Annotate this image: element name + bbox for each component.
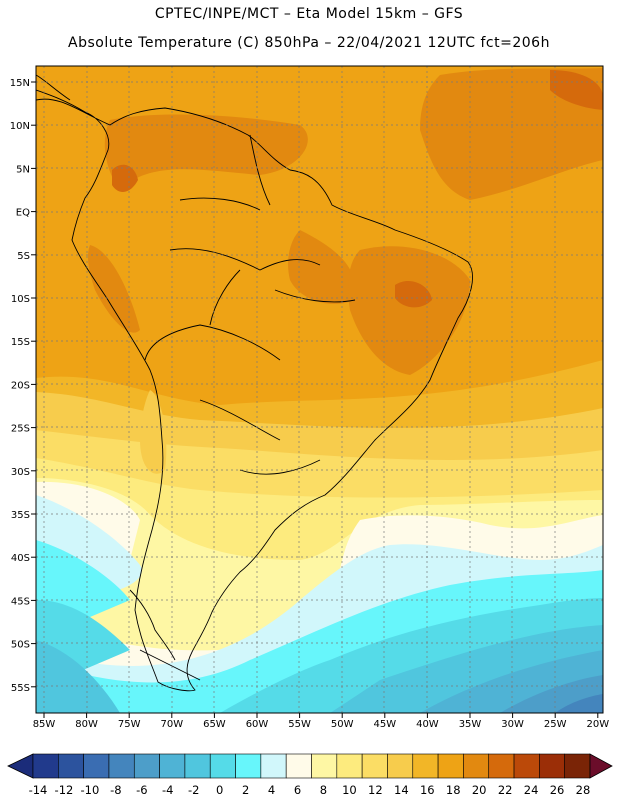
field-warm-east [348,246,470,375]
field-hot-bahia [395,280,432,308]
colorbar-segment [209,753,236,779]
colorbar-label: 24 [524,783,539,797]
colorbar-segment [361,753,388,779]
lon-label: 45W [373,719,396,730]
lat-label: 30S [11,467,30,478]
map-frame [35,65,604,714]
colorbar-segment [387,753,414,779]
colorbar-segment [58,753,84,779]
colorbar-label: 12 [368,783,383,797]
colorbar-segment [513,753,540,779]
lon-label: 30W [501,719,524,730]
lat-label: 45S [11,596,30,607]
colorbar-label: 18 [446,783,461,797]
lat-label: 35S [11,510,30,521]
colorbar-segment [463,753,490,779]
colorbar-label: 26 [550,783,565,797]
field-band-m8 [555,694,603,713]
lon-label: 55W [288,719,311,730]
colorbar-segment [108,753,135,779]
colorbar-segment [32,753,59,779]
colorbar-label: 8 [320,783,327,797]
colorbar-label: -10 [81,783,100,797]
colorbar-segment [437,753,464,779]
lat-label: 5S [17,251,30,262]
patagonia-islands [129,589,201,681]
colorbar-segment [539,753,565,779]
colorbar-label: -4 [162,783,173,797]
temperature-field [36,66,603,713]
lon-label: 85W [33,719,56,730]
colorbar-label: 0 [216,783,223,797]
latitude-labels: 15N 10N 5N EQ 5S 10S 15S 20S 25S 30S 35S 40S 45S 50S 5… [10,78,36,694]
field-band-m2-west [36,640,120,713]
lon-label: 35W [459,719,482,730]
longitude-labels: 85W 80W 75W 70W 65W 60W 55W 50W 45W 40W 35W 30W 25W 2… [33,713,609,730]
lat-label: 10N [10,121,30,132]
lon-label: 40W [416,719,439,730]
coastlines [36,74,473,692]
central-america-coast [36,74,71,101]
colorbar-label: 4 [268,783,275,797]
colorbar-segment [184,753,211,779]
lat-label: 15N [10,78,30,89]
colorbar-labels: -14 -12 -10 -8 -6 -4 -2 0 2 4 6 8 10 12 14 16 18 20 22 24 26… [29,783,591,797]
colorbar-label: 6 [294,783,301,797]
colorbar-label: 2 [242,783,249,797]
colorbar-label: 28 [576,783,591,797]
field-warm-center [288,230,356,304]
field-warm-andes [87,245,140,333]
lat-label: EQ [16,208,30,219]
colorbar [7,753,613,779]
colorbar-over-arrow [589,753,613,779]
field-hot-colombia [112,164,138,192]
colorbar-label: 10 [342,783,357,797]
colorbar-segment [488,753,515,779]
colorbar-label: 22 [498,783,513,797]
colorbar-label: 20 [472,783,487,797]
lon-label: 75W [118,719,141,730]
lat-label: 10S [11,294,30,305]
colorbar-label: -8 [110,783,121,797]
lon-label: 20W [586,719,609,730]
field-hot-atlantic [550,70,603,110]
lon-label: 50W [331,719,354,730]
colorbar-segment [83,753,110,779]
lat-label: 50S [11,640,30,651]
lat-label: 15S [11,337,30,348]
colorbar-segment [159,753,186,779]
lon-label: 80W [75,719,98,730]
lat-label: 40S [11,553,30,564]
colorbar-label: 14 [394,783,409,797]
lon-label: 70W [160,719,183,730]
country-borders [144,134,356,475]
lat-label: 20S [11,380,30,391]
lon-label: 65W [203,719,226,730]
map-subtitle: Absolute Temperature (C) 850hPa – 22/04/… [68,35,550,51]
colorbar-segment [412,753,439,779]
colorbar-segment [133,753,160,779]
colorbar-segment [564,753,591,779]
field-warm-atlantic [420,68,603,200]
map-title: CPTEC/INPE/MCT – Eta Model 15km – GFS [154,6,464,22]
lat-label: 25S [11,424,30,435]
colorbar-segment [285,753,312,779]
colorbar-under-arrow [7,753,34,779]
colorbar-segment [235,753,262,779]
colorbar-label: -2 [188,783,199,797]
colorbar-segment [336,753,363,779]
lat-label: 55S [11,683,30,694]
lon-label: 25W [544,719,567,730]
south-america-coast [36,89,473,692]
colorbar-segment [260,753,287,779]
colorbar-segment [311,753,338,779]
lat-label: 5N [16,164,30,175]
colorbar-label: -12 [55,783,74,797]
colorbar-label: 16 [420,783,435,797]
colorbar-label: -14 [29,783,48,797]
colorbar-label: -6 [136,783,147,797]
lon-label: 60W [246,719,269,730]
